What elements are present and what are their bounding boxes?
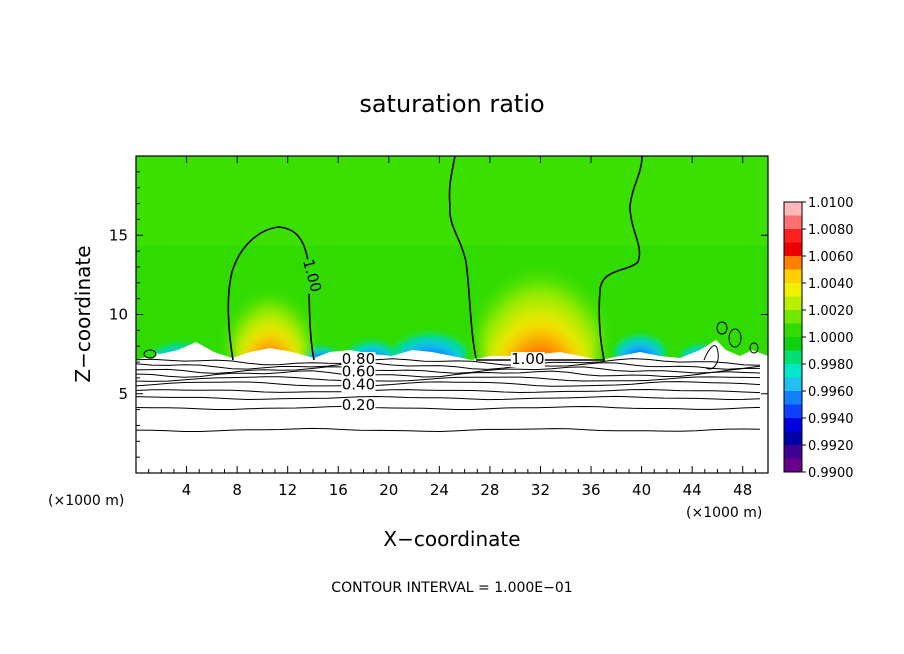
contour-label-bg (341, 352, 376, 368)
contour-label: 0.40 (342, 375, 375, 393)
colorbar-swatch (784, 242, 802, 257)
lower-white-region (136, 340, 768, 473)
colorbar-tick-label: 0.9980 (808, 358, 854, 373)
x-tick-label: 48 (733, 481, 752, 499)
colorbar-swatch (784, 323, 802, 338)
stratification-line (136, 381, 761, 387)
contour-label: 1.00 (511, 350, 544, 368)
colorbar-swatch (784, 229, 802, 243)
x-tick-label: 16 (329, 481, 348, 499)
x-tick-label: 20 (379, 481, 398, 499)
colorbar-swatch (784, 458, 802, 473)
saturation-contours (227, 156, 643, 361)
x-unit-left: (×1000 m) (48, 493, 124, 509)
contour-label: 0.60 (342, 363, 375, 381)
stratification-line (136, 405, 761, 410)
stratification-line (136, 376, 761, 382)
y-tick-label: 15 (109, 226, 128, 244)
colorbar-swatch (784, 310, 802, 324)
contour-line-plume-left (227, 226, 315, 361)
x-axis-ticks: 4 8 12 16 20 24 28 32 36 40 44 48 (148, 156, 756, 499)
stratification-line (136, 362, 761, 370)
colorbar-swatch (784, 391, 802, 405)
colorbar-swatch (784, 202, 802, 216)
colorbar-tick-label: 1.0100 (808, 196, 854, 211)
stratification-line (136, 370, 761, 378)
contour-label-bg (299, 257, 324, 295)
contour-interval-note: CONTOUR INTERVAL = 1.000E−01 (331, 580, 572, 596)
colorbar-swatch (784, 215, 802, 230)
stratification-line (136, 358, 761, 366)
contour-line-plume-center-left (448, 156, 477, 359)
x-tick-label: 4 (182, 481, 192, 499)
chart-title: saturation ratio (359, 90, 544, 118)
colorbar: 1.0100 1.0080 1.0060 1.0040 1.0020 1.0000 0.99… (783, 196, 854, 481)
colorbar-swatch (784, 431, 802, 446)
colorbar-swatch (784, 377, 802, 392)
colorbar-swatch (784, 283, 802, 297)
contour-label-bg (510, 352, 545, 368)
colorbar-tick-label: 1.0000 (808, 331, 854, 346)
y-tick-label: 5 (118, 385, 128, 403)
colorbar-tick-label: 0.9960 (808, 385, 854, 400)
stratification-line (136, 388, 761, 394)
plot-area (136, 156, 768, 473)
stratification-line (136, 427, 761, 433)
x-tick-label: 44 (683, 481, 702, 499)
y-axis-ticks: 5 10 15 (109, 171, 768, 458)
colorbar-swatch (784, 337, 802, 351)
colorbar-swatch (784, 350, 802, 365)
x-unit-right: (×1000 m) (686, 505, 762, 521)
colorbar-tick-label: 0.9900 (808, 466, 854, 481)
contour-label-bg (341, 398, 376, 414)
colorbar-tick-label: 1.0060 (808, 250, 854, 265)
x-tick-label: 36 (581, 481, 600, 499)
right-edge-features (143, 321, 759, 370)
colorbar-tick-label: 0.9920 (808, 439, 854, 454)
x-tick-label: 24 (430, 481, 449, 499)
x-tick-label: 8 (232, 481, 242, 499)
stratification-line (136, 395, 761, 401)
colorbar-tick-label: 1.0020 (808, 304, 854, 319)
x-tick-label: 40 (632, 481, 651, 499)
contour-label-bg (341, 377, 376, 393)
colorbar-swatch (784, 364, 802, 378)
colorbar-swatch (784, 418, 802, 432)
colorbar-swatch (784, 296, 802, 311)
x-axis-label: X−coordinate (383, 527, 520, 551)
contour-line-plume-center-right (598, 156, 643, 361)
stratification-line (136, 366, 761, 374)
x-tick-label: 32 (531, 481, 550, 499)
x-tick-label: 12 (278, 481, 297, 499)
contour-label: 0.80 (342, 350, 375, 368)
y-tick-label: 10 (109, 306, 128, 324)
colorbar-tick-label: 0.9940 (808, 412, 854, 427)
colorbar-tick-label: 1.0040 (808, 277, 854, 292)
contour-label-bg (341, 364, 376, 380)
contour-label: 0.20 (342, 396, 375, 414)
colorbar-tick-label: 1.0080 (808, 223, 854, 238)
colorbar-swatch (784, 404, 802, 419)
colorbar-swatch (784, 445, 802, 459)
colorbar-swatch (784, 256, 802, 270)
y-axis-label: Z−coordinate (71, 245, 95, 382)
colorbar-swatch (784, 269, 802, 284)
x-tick-label: 28 (480, 481, 499, 499)
stratification-contours (136, 358, 761, 433)
